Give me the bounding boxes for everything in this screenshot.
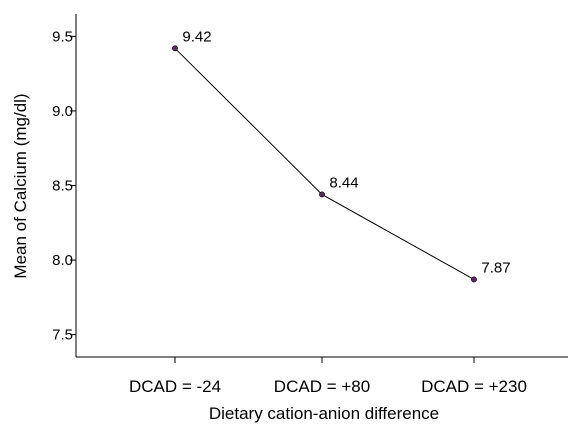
x-ticks: DCAD = -24 DCAD = +80 DCAD = +230 <box>129 357 527 396</box>
data-label: 7.87 <box>481 259 510 276</box>
y-ticks: 7.5 8.0 8.5 9.0 9.5 <box>52 28 76 344</box>
y-tick-label: 8.5 <box>52 178 73 195</box>
x-tick-label: DCAD = +80 <box>274 377 370 396</box>
y-tick-label: 7.5 <box>52 327 73 344</box>
y-tick-label: 9.5 <box>52 28 73 45</box>
axes <box>75 14 568 358</box>
series-line <box>174 47 475 280</box>
y-axis-label: Mean of Calcium (mg/dl) <box>11 93 30 278</box>
data-point <box>471 276 477 283</box>
y-tick-label: 9.0 <box>52 103 73 120</box>
data-point <box>172 45 178 52</box>
x-tick-label: DCAD = -24 <box>129 377 221 396</box>
data-label: 9.42 <box>182 28 211 45</box>
x-tick-label: DCAD = +230 <box>421 377 527 396</box>
data-point <box>319 191 325 198</box>
x-axis-label: Dietary cation-anion difference <box>209 404 439 423</box>
series-layer: 9.42 8.44 7.87 <box>172 28 511 283</box>
y-tick-label: 8.0 <box>52 252 73 269</box>
data-label: 8.44 <box>329 174 358 191</box>
